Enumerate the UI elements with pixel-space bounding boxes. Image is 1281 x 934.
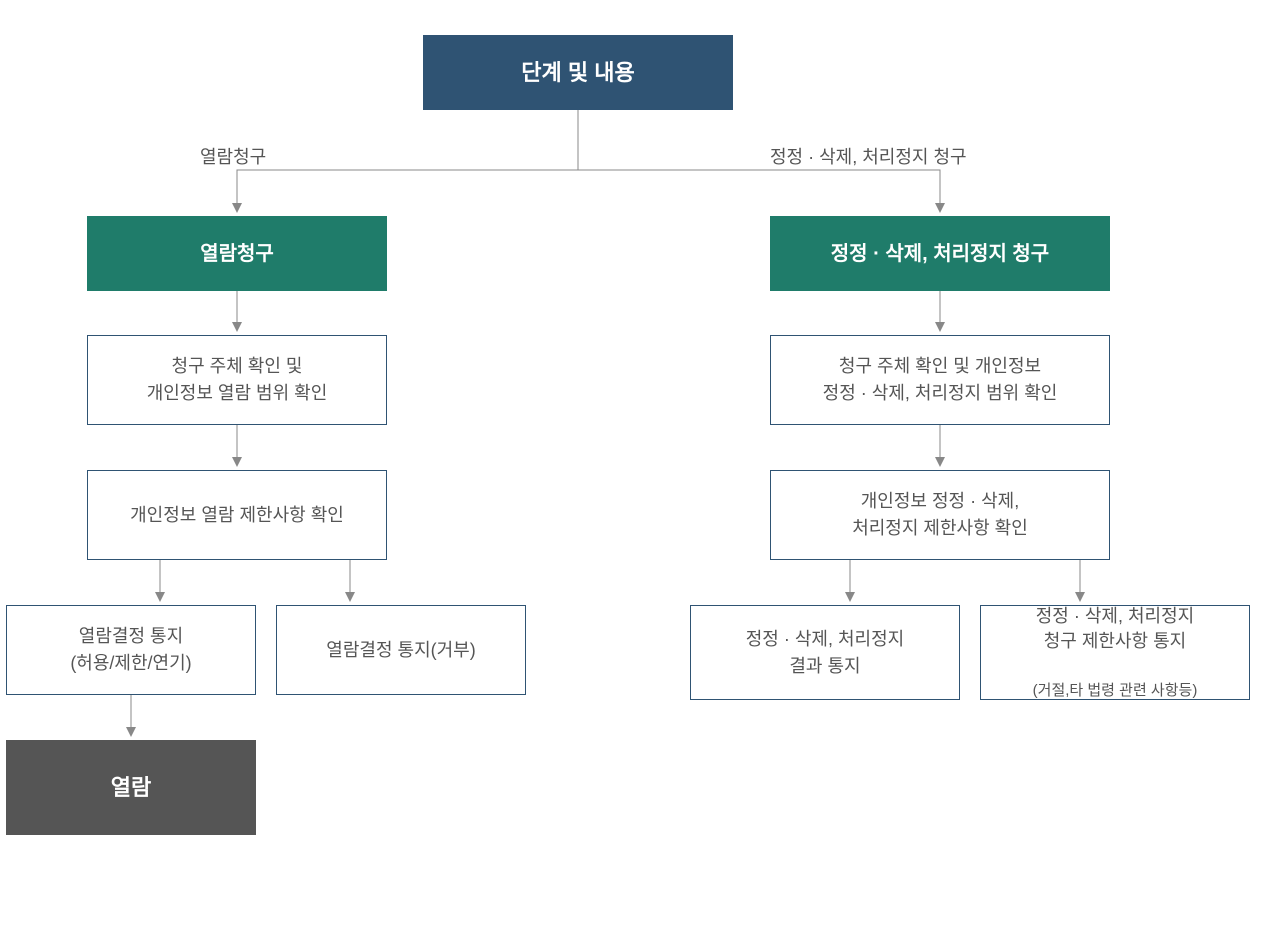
node-left-step-1: 청구 주체 확인 및개인정보 열람 범위 확인 xyxy=(87,335,387,425)
node-l4-text: 열람 xyxy=(111,771,151,804)
node-r0-text: 정정 · 삭제, 처리정지 청구 xyxy=(831,239,1049,269)
node-l0-text: 열람청구 xyxy=(200,239,274,269)
node-left-branch: 열람청구 xyxy=(87,216,387,291)
node-right-step-1: 청구 주체 확인 및 개인정보정정 · 삭제, 처리정지 범위 확인 xyxy=(770,335,1110,425)
node-r2-text: 개인정보 정정 · 삭제,처리정지 제한사항 확인 xyxy=(852,488,1028,542)
node-left-step-2: 개인정보 열람 제한사항 확인 xyxy=(87,470,387,560)
node-r3a-text: 정정 · 삭제, 처리정지결과 통지 xyxy=(746,626,904,680)
node-left-final: 열람 xyxy=(6,740,256,835)
node-l3a-text: 열람결정 통지(허용/제한/연기) xyxy=(70,623,191,677)
node-r3b-sub: (거절,타 법령 관련 사항등) xyxy=(1033,680,1198,701)
node-left-result-a: 열람결정 통지(허용/제한/연기) xyxy=(6,605,256,695)
node-root-text: 단계 및 내용 xyxy=(521,56,634,89)
node-left-result-b: 열람결정 통지(거부) xyxy=(276,605,526,695)
node-l3b-text: 열람결정 통지(거부) xyxy=(326,637,475,664)
edge-label-right-text: 정정 · 삭제, 처리정지 청구 xyxy=(770,147,967,167)
node-root: 단계 및 내용 xyxy=(423,35,733,110)
edge-label-right: 정정 · 삭제, 처리정지 청구 xyxy=(770,143,967,169)
node-r3b-main: 정정 · 삭제, 처리정지청구 제한사항 통지 xyxy=(1036,604,1194,654)
node-r1-text: 청구 주체 확인 및 개인정보정정 · 삭제, 처리정지 범위 확인 xyxy=(823,353,1058,407)
node-l2-text: 개인정보 열람 제한사항 확인 xyxy=(130,502,344,529)
node-right-result-b: 정정 · 삭제, 처리정지청구 제한사항 통지 (거절,타 법령 관련 사항등) xyxy=(980,605,1250,700)
node-right-result-a: 정정 · 삭제, 처리정지결과 통지 xyxy=(690,605,960,700)
edge-label-left-text: 열람청구 xyxy=(200,147,266,167)
edge-label-left: 열람청구 xyxy=(200,143,266,169)
node-l1-text: 청구 주체 확인 및개인정보 열람 범위 확인 xyxy=(147,353,328,407)
node-right-branch: 정정 · 삭제, 처리정지 청구 xyxy=(770,216,1110,291)
node-right-step-2: 개인정보 정정 · 삭제,처리정지 제한사항 확인 xyxy=(770,470,1110,560)
